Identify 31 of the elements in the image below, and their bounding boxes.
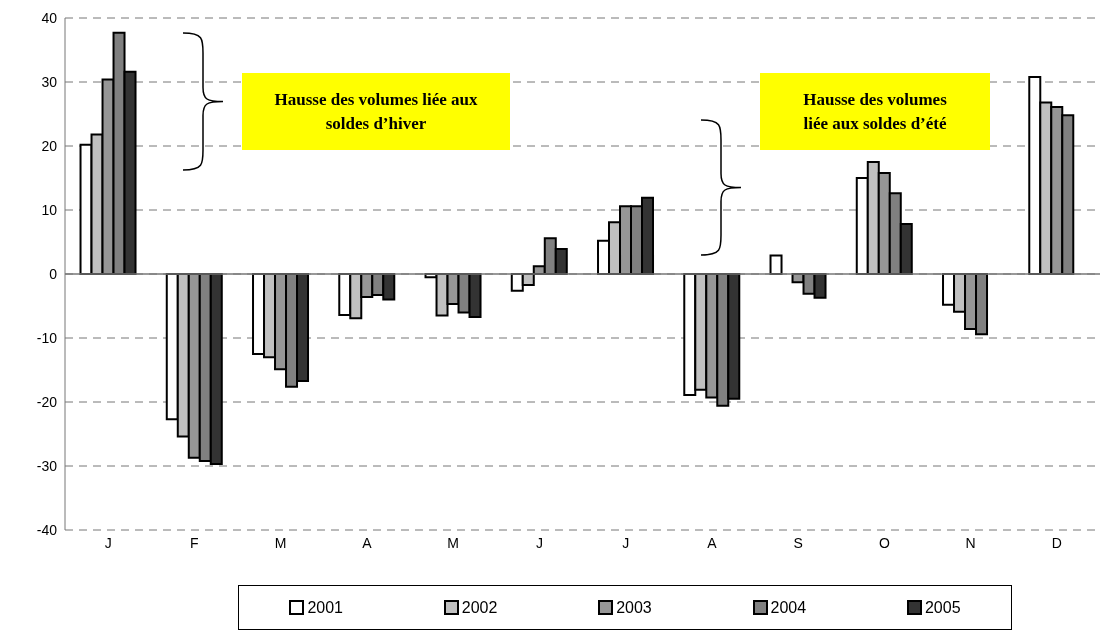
x-tick-label: A xyxy=(707,534,718,551)
y-tick-label: 10 xyxy=(41,201,58,218)
legend-label: 2004 xyxy=(769,598,807,617)
callout-box: Hausse des volumes liée aux soldes d’hiver xyxy=(242,73,510,150)
x-tick-label: F xyxy=(190,534,199,551)
y-tick-label: 30 xyxy=(41,73,58,90)
y-tick-label: 20 xyxy=(41,137,58,154)
x-tick-label: J xyxy=(104,534,112,551)
callout-box: Hausse des volumes liée aux soldes d’été xyxy=(760,73,990,150)
legend-label: 2003 xyxy=(615,598,652,617)
legend-label: 2005 xyxy=(923,598,961,617)
x-tick-label: O xyxy=(878,534,890,551)
y-tick-label: 40 xyxy=(41,9,58,26)
x-tick-label: J xyxy=(535,534,543,551)
x-tick-label: N xyxy=(965,534,976,551)
y-tick-label: -10 xyxy=(36,329,58,346)
x-tick-label: A xyxy=(362,534,373,551)
bar xyxy=(769,254,783,275)
x-tick-label: M xyxy=(274,534,287,551)
y-tick-label: -30 xyxy=(36,457,58,474)
x-tick-label: D xyxy=(1051,534,1062,551)
y-tick-label: -20 xyxy=(36,393,58,410)
annotation: Hausse des volumes liée aux soldes d’hiver xyxy=(273,88,479,135)
y-tick-label: 0 xyxy=(49,265,58,282)
x-tick-label: J xyxy=(622,534,630,551)
legend-label: 2001 xyxy=(306,598,343,617)
y-tick-label: -40 xyxy=(36,521,58,538)
annotation: Hausse des volumes liée aux soldes d’été xyxy=(802,88,948,135)
x-tick-label: S xyxy=(793,534,803,551)
legend-label: 2002 xyxy=(460,598,498,617)
x-tick-label: M xyxy=(447,534,459,551)
